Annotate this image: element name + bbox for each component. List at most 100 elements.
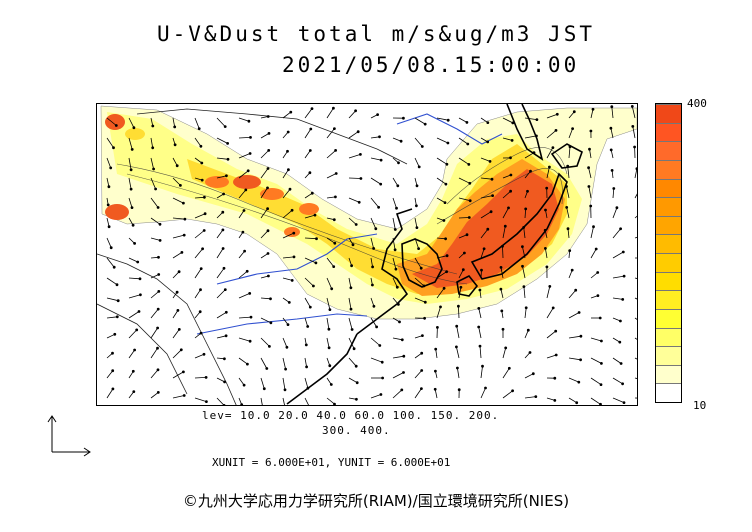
wind-vector-head xyxy=(402,354,406,358)
wind-vector xyxy=(238,377,245,386)
wind-vector-head xyxy=(553,398,557,402)
wind-vector xyxy=(304,317,309,327)
wind-vector xyxy=(502,174,512,179)
wind-vector-head xyxy=(372,304,376,308)
wind-vector xyxy=(588,186,592,199)
wind-vector-head xyxy=(107,185,111,189)
wind-vector xyxy=(106,316,118,319)
wind-vector xyxy=(106,117,117,126)
wind-vector-head xyxy=(129,187,133,191)
wind-vector-head xyxy=(158,238,162,242)
wind-vector-head xyxy=(286,130,290,134)
colorbar-swatch xyxy=(656,346,681,365)
wind-vector-head xyxy=(352,347,356,351)
wind-vector-head xyxy=(543,228,547,232)
wind-vector-head xyxy=(489,210,493,214)
chart-title: U-V&Dust total m/s&ug/m3 JST xyxy=(156,22,595,46)
wind-vector-head xyxy=(287,300,291,304)
wind-vector-head xyxy=(619,362,623,365)
wind-vector xyxy=(458,137,469,145)
wind-vector-head xyxy=(308,149,312,152)
wind-vector-head xyxy=(468,199,472,203)
colorbar-max-label: 400 xyxy=(687,97,707,110)
wind-vector-head xyxy=(304,343,308,347)
wind-vector-head xyxy=(375,325,379,329)
wind-vector-head xyxy=(415,226,419,229)
wind-vector-head xyxy=(266,186,269,190)
wind-vector-head xyxy=(422,284,426,288)
wind-vector-head xyxy=(328,364,332,368)
wind-vector xyxy=(392,197,397,209)
wind-vector xyxy=(436,197,446,203)
wind-vector xyxy=(128,277,141,280)
wind-vector xyxy=(304,297,311,308)
wind-vector xyxy=(348,357,357,367)
wind-vector xyxy=(326,196,336,199)
wind-vector xyxy=(304,257,317,264)
wind-vector xyxy=(216,289,226,299)
wind-vector xyxy=(260,397,263,405)
wind-vector xyxy=(150,327,158,339)
wind-vector-head xyxy=(500,309,504,313)
wind-vector xyxy=(326,107,334,119)
wind-vector xyxy=(194,137,202,147)
wind-vector-head xyxy=(226,142,230,145)
wind-vector-head xyxy=(420,145,424,148)
wind-vector-head xyxy=(423,122,427,126)
wind-vector-head xyxy=(568,145,572,149)
wind-vector-head xyxy=(396,302,400,306)
wind-vector-head xyxy=(315,237,318,241)
wind-vector-head xyxy=(157,289,161,293)
wind-vector-head xyxy=(246,169,250,173)
wind-vector-head xyxy=(371,265,375,269)
wind-vector-head xyxy=(179,348,183,352)
colorbar-swatch xyxy=(656,178,681,198)
wind-vector xyxy=(260,377,265,389)
wind-vector xyxy=(568,269,573,279)
wind-vector-head xyxy=(461,268,465,272)
wind-vector xyxy=(304,377,309,389)
wind-vector-head xyxy=(269,297,272,301)
wind-vector xyxy=(304,397,309,405)
wind-vector-head xyxy=(267,149,271,152)
colorbar-swatch xyxy=(656,327,681,347)
wind-vector-head xyxy=(334,172,338,175)
coastline-japan-hokkaido xyxy=(550,143,583,169)
wind-vector-head xyxy=(444,182,448,186)
wind-vector xyxy=(568,357,581,361)
wind-vector xyxy=(172,117,176,127)
wind-vector xyxy=(523,227,526,239)
wind-vector-head xyxy=(598,316,602,320)
wind-vector xyxy=(590,226,594,239)
colorbar-swatch xyxy=(656,234,681,253)
wind-vector-head xyxy=(510,139,514,142)
wind-vector-head xyxy=(596,294,600,298)
wind-vector xyxy=(392,237,396,250)
wind-vector xyxy=(128,349,135,359)
wind-vector-head xyxy=(329,383,333,386)
wind-vector-head xyxy=(354,364,358,368)
wind-vector-head xyxy=(182,201,185,205)
wind-vector-head xyxy=(139,293,142,297)
wind-vector xyxy=(568,128,573,139)
levels-line-2: 300. 400. xyxy=(322,424,391,437)
wind-vector xyxy=(612,297,623,300)
wind-vector xyxy=(458,157,470,165)
wind-vector-head xyxy=(135,328,139,332)
wind-vector-head xyxy=(224,310,228,314)
wind-vector-head xyxy=(486,121,490,125)
wind-vector-head xyxy=(156,326,159,330)
wind-vector xyxy=(436,306,441,319)
wind-vector xyxy=(590,397,601,405)
wind-vector xyxy=(457,367,460,379)
wind-vector xyxy=(392,257,397,270)
wind-vector xyxy=(612,397,625,403)
colorbar-swatch xyxy=(656,197,681,216)
wind-vector xyxy=(304,277,314,287)
wind-vector-head xyxy=(509,173,513,177)
wind-vector xyxy=(150,137,154,148)
wind-vector-head xyxy=(524,207,528,211)
wind-vector xyxy=(568,377,579,383)
wind-vector-head xyxy=(571,127,575,131)
wind-vector-head xyxy=(592,225,595,229)
